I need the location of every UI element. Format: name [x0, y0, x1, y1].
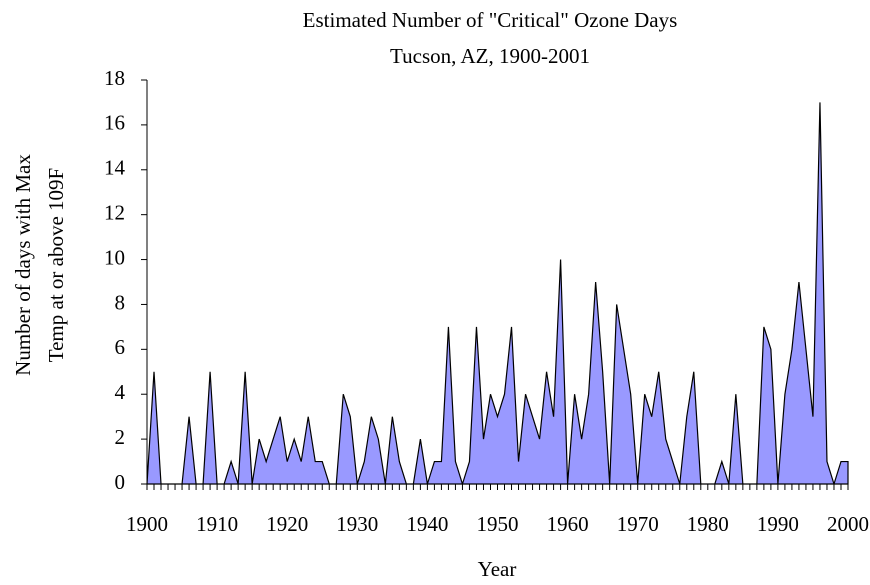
y-axis-title: Number of days with Max [11, 154, 35, 376]
x-tick-label: 1960 [547, 512, 589, 536]
x-tick-label: 1990 [757, 512, 799, 536]
y-tick-label: 2 [115, 425, 126, 449]
chart-subtitle: Tucson, AZ, 1900-2001 [390, 44, 590, 68]
x-tick-label: 1970 [617, 512, 659, 536]
x-tick-label: 1900 [126, 512, 168, 536]
y-tick-label: 10 [104, 245, 125, 269]
x-tick-label: 1930 [336, 512, 378, 536]
y-tick-label: 14 [104, 156, 126, 180]
x-tick-label: 1980 [687, 512, 729, 536]
y-tick-label: 12 [104, 200, 125, 224]
chart-title: Estimated Number of "Critical" Ozone Day… [303, 8, 678, 32]
x-tick-label: 1910 [196, 512, 238, 536]
y-tick-label: 0 [115, 470, 126, 494]
x-tick-label: 1920 [266, 512, 308, 536]
area [146, 102, 849, 487]
y-tick-label: 18 [104, 66, 125, 90]
y-axis-title: Temp at or above 109F [44, 168, 68, 363]
x-tick-label: 1950 [477, 512, 519, 536]
y-tick-label: 6 [115, 335, 126, 359]
y-tick-label: 4 [115, 380, 126, 404]
x-axis-title: Year [478, 557, 517, 581]
y-tick-label: 8 [115, 290, 126, 314]
x-tick-label: 2000 [827, 512, 869, 536]
y-tick-label: 16 [104, 111, 125, 135]
x-tick-label: 1940 [406, 512, 448, 536]
